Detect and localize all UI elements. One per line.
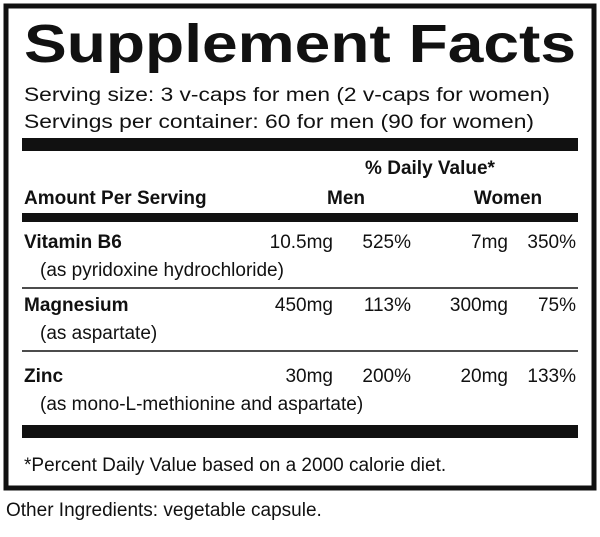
thick-rule [22,138,578,151]
thick-rule [22,213,578,222]
footnote: *Percent Daily Value based on a 2000 cal… [24,455,446,476]
thick-rule [22,425,578,438]
nutrient-name: Magnesium [24,295,129,316]
men-dv: 113% [364,295,411,316]
servings-per-container: Servings per container: 60 for men (90 f… [24,112,534,133]
men-dv: 525% [362,232,411,253]
men-amount: 30mg [285,366,333,387]
men-dv: 200% [362,366,411,387]
other-ingredients: Other Ingredients: vegetable capsule. [6,500,322,521]
women-amount: 300mg [450,295,508,316]
women-dv: 75% [538,295,576,316]
amount-header: Amount Per Serving [24,188,207,209]
women-amount: 20mg [460,366,508,387]
title: Supplement Facts [24,14,576,74]
women-amount: 7mg [471,232,508,253]
nutrient-rows: Vitamin B6 (as pyridoxine hydrochloride) 1… [22,232,578,415]
nutrient-note: (as mono-L-methionine and aspartate) [40,394,363,415]
men-amount: 10.5mg [270,232,333,253]
women-header: Women [474,188,542,209]
label-border [3,3,597,491]
nutrient-name: Zinc [24,366,63,387]
men-amount: 450mg [275,295,333,316]
women-dv: 133% [527,366,576,387]
nutrient-note: (as aspartate) [40,323,157,344]
nutrient-note: (as pyridoxine hydrochloride) [40,260,284,281]
daily-value-heading: % Daily Value* [365,158,496,179]
serving-size: Serving size: 3 v-caps for men (2 v-caps… [24,85,550,106]
men-header: Men [327,188,365,209]
nutrient-name: Vitamin B6 [24,232,122,253]
women-dv: 350% [527,232,576,253]
